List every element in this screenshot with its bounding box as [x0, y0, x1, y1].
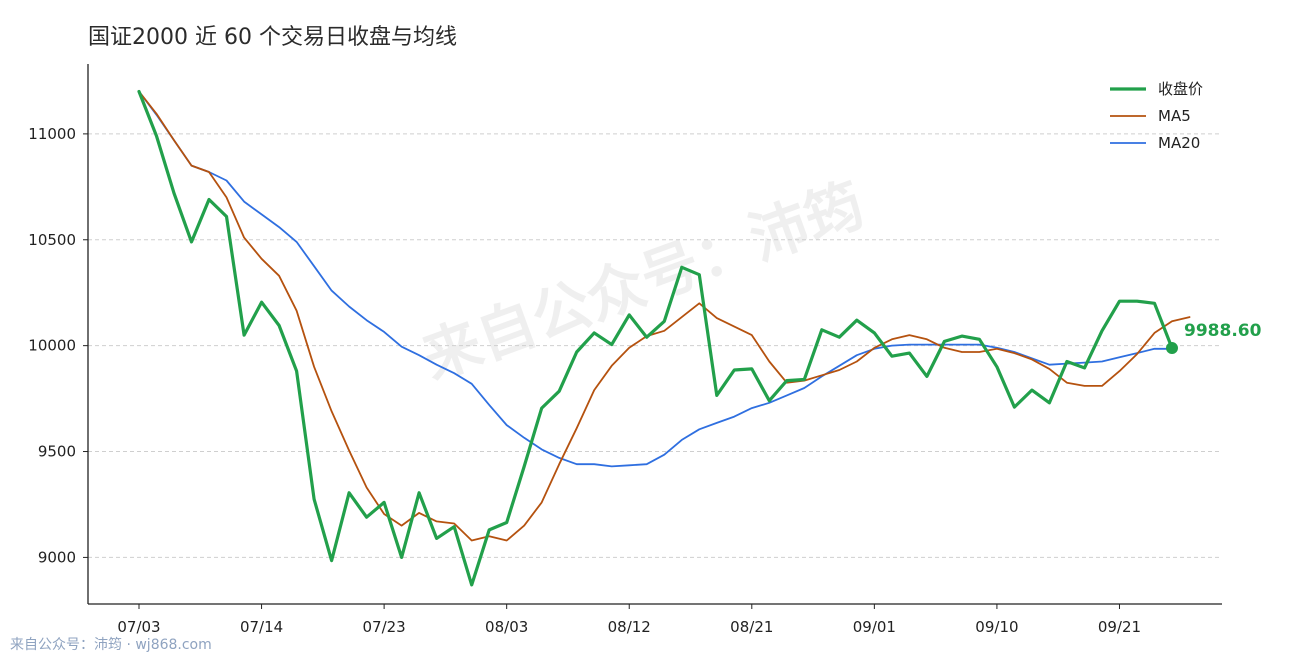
x-tick-label: 08/21	[730, 618, 773, 636]
y-axis-ticks: 9000 9500 10000 10500 11000	[28, 125, 88, 566]
legend-label: MA20	[1158, 134, 1200, 152]
ma20-line	[138, 90, 1173, 468]
x-tick-label: 09/21	[1098, 618, 1141, 636]
x-tick-label: 09/10	[975, 618, 1018, 636]
legend: 收盘价 MA5 MA20	[1110, 80, 1203, 152]
last-close-label: 9988.60	[1184, 321, 1262, 341]
ma5-line	[138, 90, 1191, 542]
last-close-marker	[1166, 342, 1178, 355]
x-tick-label: 07/03	[117, 618, 160, 636]
grid-lines	[88, 133, 1222, 558]
axes	[87, 64, 1222, 605]
x-tick-label: 07/14	[240, 618, 283, 636]
y-tick-label: 9500	[38, 443, 76, 461]
legend-label: MA5	[1158, 107, 1191, 125]
y-tick-label: 9000	[38, 548, 76, 566]
x-tick-label: 08/12	[608, 618, 651, 636]
legend-ma20: MA20	[1110, 134, 1200, 152]
series-lines	[137, 89, 1191, 587]
x-tick-label: 08/03	[485, 618, 528, 636]
y-tick-label: 10000	[28, 337, 76, 355]
footer-credit: 来自公众号：沛筠 · wj868.com	[10, 637, 212, 653]
legend-close: 收盘价	[1110, 80, 1203, 98]
legend-label: 收盘价	[1158, 80, 1203, 98]
legend-ma5: MA5	[1110, 107, 1191, 125]
y-tick-label: 10500	[28, 231, 76, 249]
chart-title: 国证2000 近 60 个交易日收盘与均线	[88, 25, 457, 50]
x-axis-ticks: 07/03 07/14 07/23 08/03 08/12 08/21 09/01 09/10…	[117, 604, 1141, 636]
y-tick-label: 11000	[28, 125, 76, 143]
close-price-line	[137, 89, 1174, 587]
watermark: 来自公众号：沛筠	[414, 170, 873, 393]
x-tick-label: 09/01	[853, 618, 896, 636]
x-tick-label: 07/23	[363, 618, 406, 636]
